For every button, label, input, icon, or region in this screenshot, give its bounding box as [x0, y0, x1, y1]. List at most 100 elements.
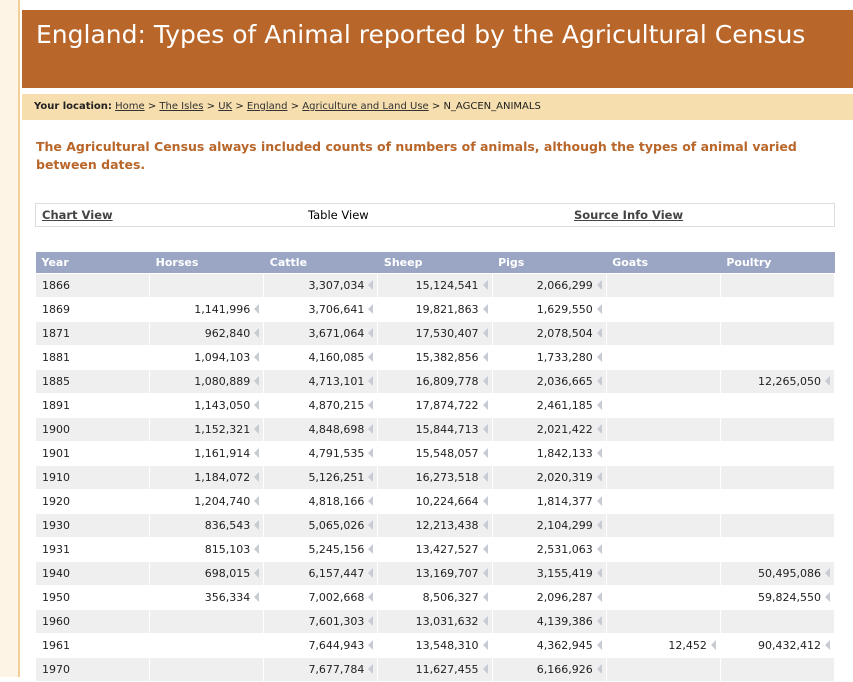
count: 1,143,050 [194, 399, 251, 412]
table-cell: 1,161,914 [149, 441, 265, 466]
sort-arrow [482, 400, 488, 410]
sort-arrow [368, 472, 374, 482]
tab-link[interactable]: Chart View [42, 208, 113, 222]
sort-arrow [596, 472, 602, 482]
breadcrumb-label: Your location: [34, 101, 112, 112]
table-cell: 2,021,422 [491, 417, 607, 442]
table-row: 1931 815,103 5,245,156 13,427,527 2,531,063 [34, 537, 836, 562]
table-row: 1961 7,644,943 13,548,310 4,362,945 12,452 90… [34, 633, 836, 658]
data-table: Year Horses Cattle Sheep Pigs Goats Poultry 186… [34, 252, 836, 682]
year: 1960 [42, 615, 70, 628]
count: 17,530,407 [415, 327, 479, 340]
table-cell: 7,644,943 [263, 633, 379, 658]
count: 7,002,668 [308, 591, 365, 604]
table-cell: 6,166,926 [491, 657, 607, 682]
count: 1,733,280 [536, 351, 593, 364]
sort-arrow [596, 616, 602, 626]
sort-arrow [482, 568, 488, 578]
sort-arrow [825, 568, 830, 578]
count: 4,818,166 [308, 495, 365, 508]
count: 1,842,133 [536, 447, 593, 460]
count: 2,096,287 [536, 591, 593, 604]
count: 13,031,632 [415, 615, 479, 628]
sort-arrow [482, 352, 488, 362]
table-cell: 16,809,778 [377, 369, 493, 394]
count: 698,015 [204, 567, 251, 580]
table-cell [605, 297, 721, 322]
count: 16,809,778 [415, 375, 479, 388]
table-row: 1910 1,184,072 5,126,251 16,273,518 2,020,31… [34, 465, 836, 490]
table-cell: 2,036,665 [491, 369, 607, 394]
breadcrumb-link[interactable]: The Isles [159, 101, 204, 112]
table-cell: 836,543 [149, 513, 265, 538]
count: 962,840 [204, 327, 251, 340]
count: 3,706,641 [308, 303, 365, 316]
column-header: Cattle [263, 252, 378, 274]
table-row: 1950 356,334 7,002,668 8,506,327 2,096,287 59… [34, 585, 836, 610]
table-cell: 815,103 [149, 537, 265, 562]
table-cell [719, 321, 836, 346]
table-cell: 1885 [34, 369, 151, 394]
breadcrumb-link[interactable]: Home [115, 101, 145, 112]
count: 2,036,665 [536, 375, 593, 388]
table-row: 1901 1,161,914 4,791,535 15,548,057 1,842,13… [34, 441, 836, 466]
table-cell [605, 657, 721, 682]
table-cell: 13,427,527 [377, 537, 493, 562]
table-cell: 2,096,287 [491, 585, 607, 610]
table-row: 1891 1,143,050 4,870,215 17,874,722 2,461,18… [34, 393, 836, 418]
count: 1,204,740 [194, 495, 251, 508]
table-cell: 1,204,740 [149, 489, 265, 514]
table-cell: 4,713,101 [263, 369, 379, 394]
table-cell: 5,245,156 [263, 537, 379, 562]
count: 13,169,707 [415, 567, 479, 580]
sort-arrow [368, 328, 374, 338]
sort-arrow [482, 544, 488, 554]
count: 4,139,386 [536, 615, 593, 628]
count: 90,432,412 [758, 639, 821, 652]
sort-arrow [368, 496, 374, 506]
table-cell: 4,139,386 [491, 609, 607, 634]
header: England: Types of Animal reported by the… [22, 10, 853, 88]
table-cell [719, 609, 836, 634]
table-cell: 7,002,668 [263, 585, 379, 610]
table-cell [149, 273, 265, 298]
view-tabs: Chart View Table View Source Info View [35, 203, 835, 227]
breadcrumb-link[interactable]: Agriculture and Land Use [302, 101, 429, 112]
sort-arrow [368, 376, 374, 386]
sort-arrow [596, 352, 602, 362]
count: 3,671,064 [308, 327, 365, 340]
sort-arrow [254, 424, 260, 434]
table-cell: 15,844,713 [377, 417, 493, 442]
sort-arrow [254, 400, 260, 410]
breadcrumb-link[interactable]: UK [218, 101, 233, 112]
breadcrumb-separator: > [290, 101, 300, 112]
table-cell: 2,531,063 [491, 537, 607, 562]
sort-arrow [596, 328, 602, 338]
column-header: Year [35, 252, 150, 274]
table-cell: 11,627,455 [377, 657, 493, 682]
year: 1970 [42, 663, 70, 676]
table-cell: 2,078,504 [491, 321, 607, 346]
count: 1,094,103 [194, 351, 251, 364]
sort-arrow [368, 640, 374, 650]
sort-arrow [482, 664, 488, 674]
year: 1920 [42, 495, 70, 508]
column-header: Goats [606, 252, 721, 274]
tab-current: Table View [308, 208, 369, 222]
table-cell: 1866 [34, 273, 151, 298]
sort-arrow [596, 424, 602, 434]
breadcrumb-link[interactable]: England [246, 101, 288, 112]
count: 4,713,101 [308, 375, 365, 388]
tab-link[interactable]: Source Info View [574, 208, 684, 222]
count: 15,382,856 [415, 351, 479, 364]
sort-arrow [368, 592, 374, 602]
count: 356,334 [204, 591, 251, 604]
table-cell [605, 441, 721, 466]
table-cell [719, 537, 836, 562]
sort-arrow [596, 448, 602, 458]
year: 1961 [42, 639, 70, 652]
table-cell: 1,814,377 [491, 489, 607, 514]
count: 15,844,713 [415, 423, 479, 436]
count: 7,644,943 [308, 639, 365, 652]
